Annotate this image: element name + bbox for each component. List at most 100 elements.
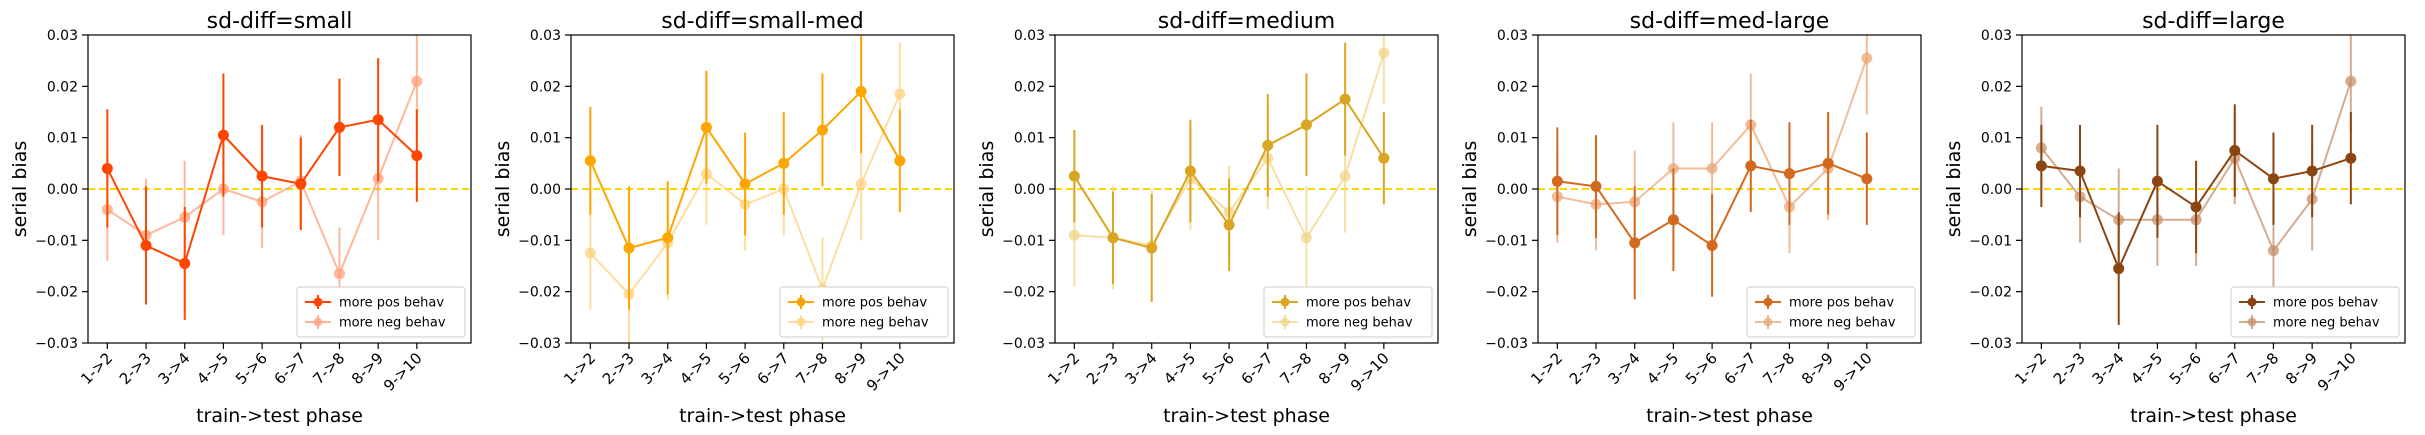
legend-swatch-marker <box>796 297 806 307</box>
legend-label: more pos behav <box>1306 296 1411 311</box>
data-point <box>816 124 828 136</box>
x-tick-label: 4->5 <box>2127 349 2166 388</box>
legend-box <box>2230 286 2400 338</box>
x-tick-label: 9->10 <box>2314 349 2360 395</box>
y-tick-label: −0.02 <box>1485 285 1528 301</box>
y-tick-label: −0.03 <box>35 336 78 352</box>
data-point <box>411 150 423 162</box>
x-tick-label: 4->5 <box>1643 349 1682 388</box>
y-tick-label: −0.01 <box>1002 233 1045 249</box>
data-point <box>295 178 307 190</box>
x-tick-label: 1->2 <box>1044 349 1083 388</box>
chart-panel-1: sd-diff=small 0.03 0.02 0.01 0.00 −0.01 −0.02 −… <box>9 9 472 427</box>
legend-swatch-marker <box>1763 297 1773 307</box>
data-point <box>894 88 906 100</box>
legend: more pos behav more neg behav <box>1746 286 1916 338</box>
x-tick-label: 7->8 <box>1276 349 1315 388</box>
data-point <box>1861 173 1873 185</box>
x-tick-label: 5->6 <box>2166 349 2205 388</box>
y-tick-label: 0.03 <box>1497 28 1528 44</box>
data-point <box>1822 157 1834 169</box>
x-tick-label: 6->7 <box>754 349 793 388</box>
data-point <box>372 114 384 126</box>
data-point <box>179 257 191 269</box>
legend-swatch-marker <box>2247 317 2257 327</box>
chart-title: sd-diff=medium <box>1158 9 1335 34</box>
data-point <box>217 129 229 141</box>
chart-title: sd-diff=small <box>207 9 353 34</box>
data-point <box>1262 139 1274 151</box>
data-point <box>1706 239 1718 251</box>
x-axis-label: train->test phase <box>1646 405 1813 427</box>
data-point <box>2345 152 2357 164</box>
y-tick-label: 0.03 <box>1981 28 2012 44</box>
data-point <box>1300 232 1312 244</box>
x-tick-label: 9->10 <box>863 349 909 395</box>
x-tick-label: 1->2 <box>1527 349 1566 388</box>
legend-box <box>1263 286 1433 338</box>
data-point <box>1378 152 1390 164</box>
x-axis-label: train->test phase <box>2130 405 2297 427</box>
data-point <box>2190 201 2202 213</box>
legend-swatch-marker <box>1763 317 1773 327</box>
x-tick-label: 9->10 <box>380 349 426 395</box>
y-tick-label: 0.00 <box>1014 182 1045 198</box>
y-tick-label: 0.02 <box>1014 79 1045 95</box>
data-point <box>1107 232 1119 244</box>
legend-label: more neg behav <box>339 316 446 331</box>
data-point <box>101 162 113 174</box>
y-tick-label: −0.03 <box>1485 336 1528 352</box>
legend-swatch-marker <box>1280 317 1290 327</box>
y-tick-label: 0.02 <box>47 79 78 95</box>
data-point <box>1667 214 1679 226</box>
x-tick-label: 2->3 <box>116 349 155 388</box>
data-point <box>1551 175 1563 187</box>
data-point <box>1745 160 1757 172</box>
y-tick-label: 0.02 <box>1981 79 2012 95</box>
data-point <box>894 155 906 167</box>
data-point <box>333 121 345 133</box>
axes-frame <box>1537 34 1922 344</box>
y-tick-label: −0.03 <box>518 336 561 352</box>
y-tick-label: 0.03 <box>1014 28 1045 44</box>
data-point <box>1068 229 1080 241</box>
x-tick-label: 3->4 <box>1605 349 1644 388</box>
legend-swatch-marker <box>1280 297 1290 307</box>
data-point <box>256 170 268 182</box>
legend-label: more pos behav <box>339 296 444 311</box>
legend-label: more neg behav <box>2273 316 2380 331</box>
y-axis-label: serial bias <box>1943 141 1965 238</box>
data-point <box>1223 219 1235 231</box>
x-tick-label: 5->6 <box>1199 349 1238 388</box>
data-point <box>1378 47 1390 59</box>
data-point <box>2035 160 2047 172</box>
x-tick-label: 3->4 <box>1122 349 1161 388</box>
y-tick-label: 0.02 <box>530 79 561 95</box>
plot-area <box>1068 35 1390 302</box>
data-point <box>411 75 423 87</box>
x-tick-label: 5->6 <box>715 349 754 388</box>
y-tick-label: 0.00 <box>530 182 561 198</box>
y-tick-label: −0.03 <box>1002 336 1045 352</box>
y-tick-label: −0.01 <box>1969 233 2012 249</box>
axes-frame <box>570 34 955 344</box>
data-point <box>333 268 345 280</box>
chart-panel-4: sd-diff=med-large 0.03 0.02 0.01 0.00 −0.01 −0… <box>1459 9 1922 427</box>
chart-title: sd-diff=small-med <box>661 9 864 34</box>
y-tick-label: −0.02 <box>35 285 78 301</box>
plot-area <box>2035 35 2357 326</box>
x-axis-label: train->test phase <box>1163 405 1330 427</box>
data-point <box>2267 173 2279 185</box>
x-tick-label: 7->8 <box>309 349 348 388</box>
legend-box <box>296 286 466 338</box>
x-axis-label: train->test phase <box>679 405 846 427</box>
data-point <box>855 178 867 190</box>
legend-label: more pos behav <box>2273 296 2378 311</box>
axes-frame <box>87 34 472 344</box>
y-tick-label: −0.01 <box>518 233 561 249</box>
y-tick-label: 0.02 <box>1497 79 1528 95</box>
legend-label: more neg behav <box>822 316 929 331</box>
y-tick-label: 0.00 <box>1497 182 1528 198</box>
data-point <box>2306 165 2318 177</box>
